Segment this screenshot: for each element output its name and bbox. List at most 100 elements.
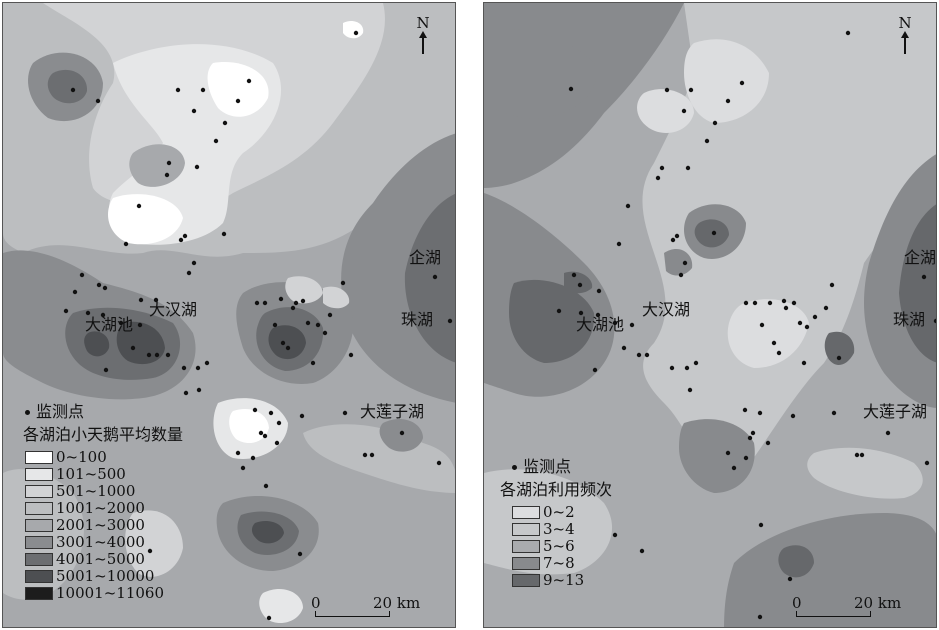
monitoring-point [629,322,635,328]
monitoring-point [711,230,717,236]
legend-row: 4001~5000 [25,551,183,568]
monitoring-point [790,413,796,419]
monitoring-point [102,285,108,291]
legend-class-label: 0~2 [543,503,575,521]
monitoring-point [776,350,782,356]
legend-swatch [25,451,53,464]
monitoring-point [278,296,284,302]
north-arrow-shaft [904,38,906,54]
monitoring-point [432,274,438,280]
scale-bar-line [796,611,871,617]
scale-distance: 20 km [373,594,421,612]
legend-row: 9~13 [512,572,612,589]
monitoring-point [436,460,442,466]
monitoring-point [213,138,219,144]
monitoring-point [235,450,241,456]
monitoring-point [688,87,694,93]
monitoring-point [670,237,676,243]
monitoring-point [258,430,264,436]
monitoring-point [204,360,210,366]
north-arrow-head [901,31,909,38]
monitoring-point [743,300,749,306]
monitoring-point [712,120,718,126]
north-arrow: N [415,15,431,54]
monitoring-point [664,87,670,93]
monitoring-point [147,548,153,554]
monitoring-point [787,576,793,582]
place-label-zhuhu: 珠湖 [893,310,926,329]
monitoring-point [556,308,562,314]
legend-class-label: 5001~10000 [56,567,155,585]
monitoring-point [655,175,661,181]
monitoring-point [725,450,731,456]
monitoring-point [340,280,346,286]
legend-swatch [512,523,540,536]
monitoring-point [578,310,584,316]
place-label-dahanhu: 大汉湖 [149,300,198,319]
monitoring-point [130,345,136,351]
place-label-daliangzihu: 大莲子湖 [863,402,928,421]
monitoring-point [685,165,691,171]
place-label-dahuchi: 大湖池 [85,315,134,334]
north-arrow-shaft [422,38,424,54]
legend: 监测点 各湖泊小天鹅平均数量 0~100 101~500 501~1000 1001~… [23,402,183,602]
legend-class-label: 5~6 [543,537,575,555]
monitoring-point [183,390,189,396]
legend-class-label: 10001~11060 [56,584,165,602]
legend-class-label: 2001~3000 [56,516,145,534]
legend-row: 0~2 [512,504,612,521]
monitoring-point [693,360,699,366]
legend: 监测点 各湖泊利用频次 0~2 3~4 5~6 7~8 9~13 [500,457,612,589]
monitoring-point [153,297,159,303]
legend-class-label: 1001~2000 [56,499,145,517]
monitoring-point [70,87,76,93]
place-label-dahuchi: 大湖池 [576,315,625,334]
legend-row: 3~4 [512,521,612,538]
place-label-dahanhu: 大汉湖 [642,300,691,319]
legend-rows: 0~2 3~4 5~6 7~8 9~13 [512,504,612,589]
monitoring-point [72,289,78,295]
map-panel-usage-frequency: 企湖 珠湖 大湖池 大汉湖 大莲子湖 N 监测点 各湖泊利用频次 0~2 3~4 5… [483,2,937,628]
scale-bar: 0 20 km [792,595,901,625]
monitoring-point [164,172,170,178]
monitoring-point [194,164,200,170]
monitoring-point [305,320,311,326]
monitoring-point [369,452,375,458]
monitoring-point [767,300,773,306]
monitoring-point [263,483,269,489]
monitoring-point [250,455,256,461]
point-symbol-icon [512,464,517,470]
monitoring-point [280,340,286,346]
monitoring-point [154,352,160,358]
monitoring-point [669,365,675,371]
monitoring-point [266,615,272,621]
legend-class-label: 3001~4000 [56,533,145,551]
monitoring-point [200,87,206,93]
monitoring-point [353,30,359,36]
legend-swatch [25,519,53,532]
monitoring-point [885,430,891,436]
monitoring-point [262,300,268,306]
monitoring-point [182,233,188,239]
monitoring-point [757,410,763,416]
monitoring-point [797,320,803,326]
legend-row: 2001~3000 [25,517,183,534]
legend-row: 501~1000 [25,483,183,500]
legend-row: 101~500 [25,466,183,483]
monitoring-point [771,340,777,346]
monitoring-point [781,298,787,304]
scale-bar: 0 20 km [311,595,420,625]
legend-class-label: 7~8 [543,554,575,572]
monitoring-point [293,300,299,306]
monitoring-point [612,320,618,326]
legend-swatch [512,557,540,570]
monitoring-point [752,300,758,306]
legend-swatch [25,587,53,600]
monitoring-point [596,288,602,294]
monitoring-point [757,614,763,620]
legend-key-label: 监测点 [36,402,85,421]
contour-surface [484,3,936,627]
map-panel-swan-count: 企湖 珠湖 大湖池 大汉湖 大莲子湖 N 监测点 各湖泊小天鹅平均数量 0~10… [2,2,456,628]
monitoring-point [845,30,851,36]
scale-bar-line [315,611,390,617]
